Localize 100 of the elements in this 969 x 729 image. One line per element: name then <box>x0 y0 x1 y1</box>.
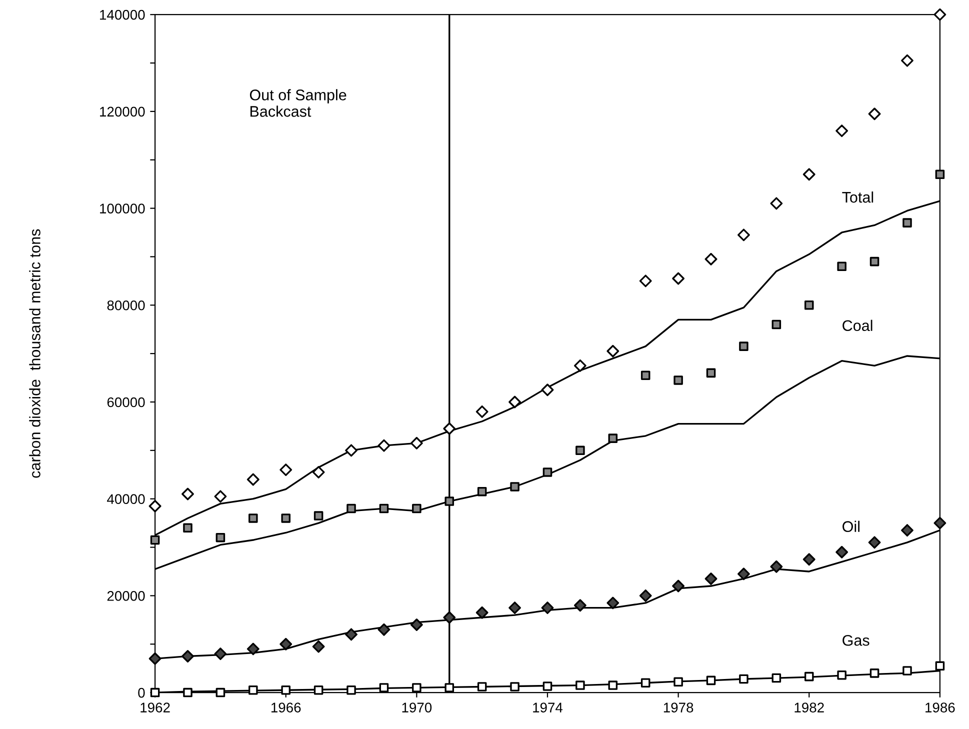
point <box>606 596 620 610</box>
point <box>346 685 356 695</box>
point <box>704 252 718 266</box>
point <box>280 464 292 476</box>
point <box>379 504 389 514</box>
point <box>542 468 552 477</box>
point <box>802 553 816 566</box>
point <box>216 688 226 698</box>
point <box>508 602 521 614</box>
point <box>182 650 194 662</box>
point <box>934 516 946 530</box>
point <box>674 677 683 687</box>
point <box>837 262 846 272</box>
point <box>772 320 782 330</box>
point <box>737 228 750 242</box>
point <box>640 370 650 380</box>
point <box>412 504 422 514</box>
point <box>639 589 652 602</box>
point <box>477 682 487 692</box>
point <box>640 678 650 688</box>
text: Coal <box>842 320 872 332</box>
point <box>314 685 324 695</box>
point <box>148 652 162 665</box>
point <box>804 672 814 682</box>
point <box>574 359 586 372</box>
point <box>870 256 880 266</box>
point <box>836 124 848 138</box>
point <box>150 688 160 698</box>
point <box>739 674 748 684</box>
point <box>608 680 618 690</box>
point <box>674 376 683 385</box>
point <box>444 683 454 692</box>
point <box>443 611 456 624</box>
point <box>541 602 554 614</box>
point <box>280 638 292 650</box>
point <box>902 666 912 676</box>
point <box>542 682 552 691</box>
y-tick-label: 60000 <box>107 397 145 408</box>
point <box>379 683 389 692</box>
point <box>508 396 521 408</box>
point <box>672 580 685 592</box>
point <box>214 648 227 660</box>
point <box>314 511 324 520</box>
point <box>248 514 258 523</box>
series-label: Gas <box>842 634 870 646</box>
point <box>378 439 390 452</box>
x-tick-label: 1974 <box>533 702 563 712</box>
y-tick-label: 0 <box>138 688 145 698</box>
point <box>216 532 226 542</box>
x-tick-label: 1962 <box>140 702 170 712</box>
point <box>182 488 194 500</box>
point <box>476 606 488 619</box>
x-tick-label: 1966 <box>271 702 301 712</box>
point <box>706 368 716 378</box>
point <box>837 670 846 680</box>
point <box>706 676 716 686</box>
point <box>183 688 192 698</box>
point <box>868 536 881 549</box>
point <box>739 342 748 351</box>
point <box>246 473 260 486</box>
point <box>836 546 848 558</box>
point <box>901 54 914 67</box>
y-tick-label: 140000 <box>100 10 145 20</box>
point <box>608 434 618 443</box>
point <box>281 685 290 695</box>
point <box>770 197 783 210</box>
point <box>150 535 160 545</box>
point <box>510 682 520 692</box>
point <box>477 486 487 496</box>
y-tick-label: 80000 <box>107 300 145 310</box>
point <box>804 300 814 310</box>
point <box>541 384 554 396</box>
point <box>770 560 783 573</box>
point <box>346 504 356 514</box>
point <box>902 218 912 228</box>
point <box>443 422 456 435</box>
point <box>935 661 945 671</box>
point <box>576 680 585 690</box>
y-tick-label: 100000 <box>100 204 145 214</box>
x-tick-label: 1986 <box>926 702 955 712</box>
y-axis-title: carbon dioxide thousand metric tons <box>29 229 40 478</box>
point <box>704 572 718 585</box>
point <box>183 523 192 533</box>
annotation: Out of Sample Backcast <box>250 89 346 117</box>
point <box>281 514 290 523</box>
point <box>148 500 162 512</box>
series-label: Oil <box>842 520 860 532</box>
point <box>312 640 325 653</box>
y-tick-label: 40000 <box>107 494 145 504</box>
y-tick-label: 120000 <box>100 106 145 117</box>
point <box>345 628 358 641</box>
point <box>934 8 946 21</box>
point <box>772 673 782 683</box>
point <box>510 482 520 492</box>
point <box>606 344 620 358</box>
point <box>639 274 652 288</box>
point <box>737 568 750 580</box>
point <box>412 683 422 692</box>
point <box>246 642 260 656</box>
point <box>345 444 358 457</box>
